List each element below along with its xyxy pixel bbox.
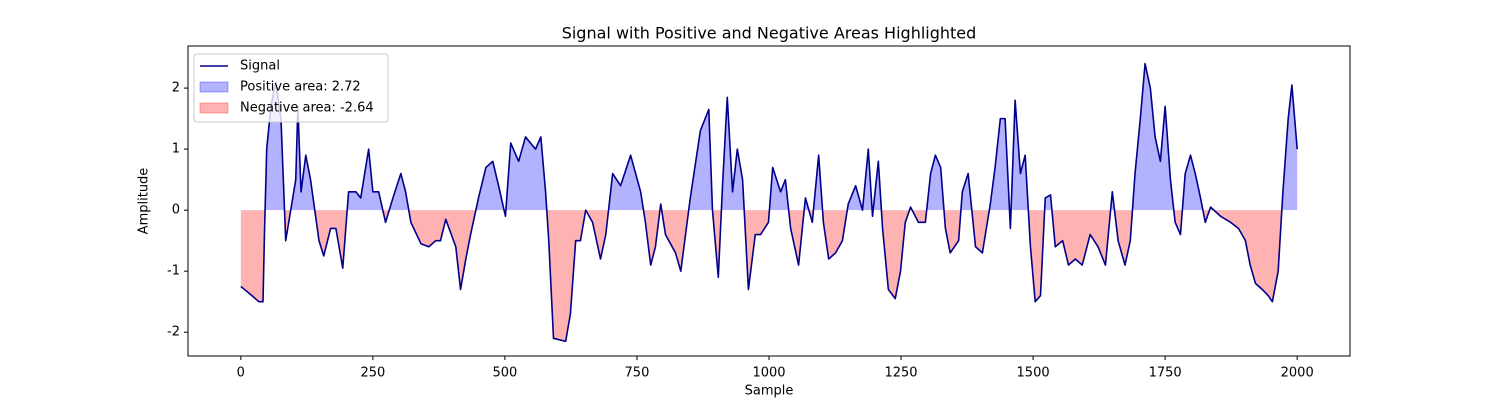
- legend-swatch: [199, 102, 229, 114]
- legend-swatch: [199, 81, 229, 93]
- y-axis-label: Amplitude: [137, 168, 152, 235]
- legend-box: [193, 53, 389, 123]
- x-tick-label: 2000: [1281, 366, 1314, 381]
- x-axis-label: Sample: [745, 384, 794, 399]
- x-tick-label: 1000: [752, 366, 785, 381]
- y-tick-label: 1: [172, 142, 180, 157]
- y-tick-label: -1: [167, 264, 180, 279]
- x-tick-label: 500: [492, 366, 517, 381]
- x-tick-label: 250: [360, 366, 385, 381]
- legend-label: Negative area: -2.64: [240, 101, 374, 116]
- x-tick-label: 750: [625, 366, 650, 381]
- legend-label: Signal: [240, 59, 280, 74]
- area-positive: [265, 63, 1298, 211]
- chart-title: Signal with Positive and Negative Areas …: [562, 24, 977, 43]
- y-tick-label: -2: [167, 325, 180, 340]
- y-tick-label: 0: [172, 203, 180, 218]
- signal-line: [240, 62, 1298, 343]
- x-tick-label: 1750: [1149, 366, 1182, 381]
- plot-frame: [187, 45, 1351, 357]
- x-tick-label: 1250: [884, 366, 917, 381]
- x-tick-label: 1500: [1017, 366, 1050, 381]
- y-tick-label: 2: [172, 81, 180, 96]
- legend-label: Positive area: 2.72: [240, 80, 361, 95]
- x-tick-label: 0: [237, 366, 245, 381]
- area-negative: [240, 210, 1298, 342]
